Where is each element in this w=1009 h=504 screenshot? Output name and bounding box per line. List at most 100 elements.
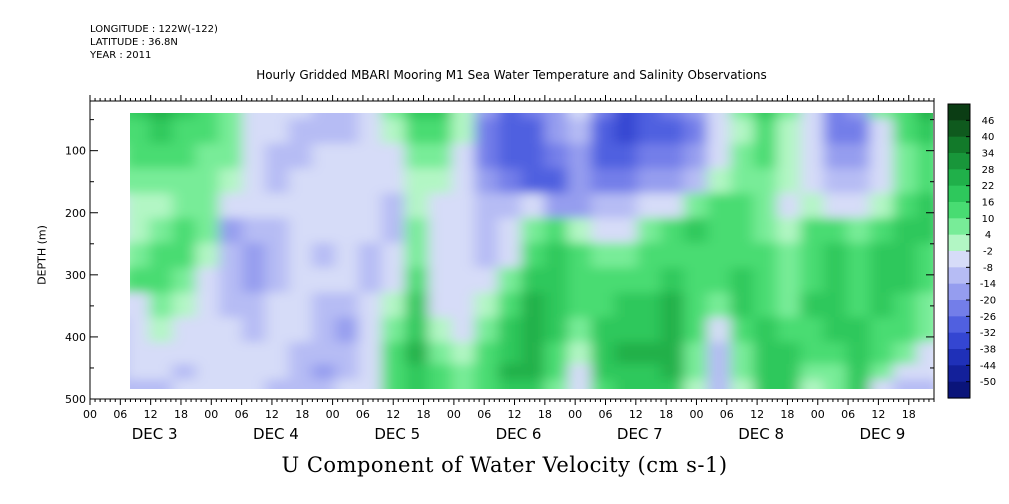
heatmap-cell	[916, 218, 933, 245]
heatmap-cell	[869, 379, 895, 389]
heatmap-cell	[869, 118, 895, 146]
heatmap-cell	[474, 113, 500, 121]
heatmap-cell	[800, 143, 826, 171]
y-tick-label: 200	[65, 207, 86, 220]
x-tick-label: 18	[417, 408, 431, 421]
heatmap-cell	[358, 118, 384, 146]
heatmap-cell	[776, 143, 802, 171]
heatmap-cell	[753, 292, 779, 320]
heatmap-cell	[753, 193, 779, 220]
heatmap-cell	[451, 317, 477, 345]
heatmap-cell	[521, 168, 547, 196]
heatmap-cell	[288, 317, 314, 345]
heatmap-cell	[218, 267, 245, 295]
heatmap-cell	[753, 363, 779, 382]
heatmap-cell	[288, 143, 314, 171]
heatmap-cell	[404, 379, 431, 389]
heatmap-cell	[544, 342, 570, 366]
heatmap-cell	[776, 218, 802, 245]
heatmap-cell	[149, 342, 175, 366]
heatmap-cell	[381, 193, 407, 220]
heatmap-cell	[103, 193, 128, 220]
heatmap-cell	[288, 242, 314, 270]
heatmap-cell	[149, 218, 175, 245]
heatmap-cell	[683, 113, 709, 121]
colorbar-swatch	[948, 136, 970, 154]
heatmap-cell	[288, 168, 314, 196]
heatmap-cell	[660, 363, 686, 382]
heatmap-cell	[451, 363, 477, 382]
heatmap-cell	[288, 113, 314, 121]
heatmap-cell	[590, 118, 617, 146]
heatmap-cell	[358, 143, 384, 171]
heatmap-cell	[451, 342, 477, 366]
heatmap-cell	[195, 242, 221, 270]
heatmap-cell	[311, 118, 338, 146]
heatmap-cell	[497, 363, 524, 382]
heatmap-cell	[544, 242, 570, 270]
heatmap-cell	[149, 113, 175, 121]
heatmap-cell	[195, 193, 221, 220]
heatmap-cell	[521, 193, 547, 220]
heatmap-cell	[893, 242, 919, 270]
heatmap-cell	[218, 168, 245, 196]
heatmap-cell	[428, 168, 454, 196]
heatmap-cell	[497, 143, 524, 171]
heatmap-cell	[707, 193, 733, 220]
heatmap-cell	[800, 363, 826, 382]
heatmap-cell	[428, 292, 454, 320]
y-tick-label: 400	[65, 331, 86, 344]
heatmap-cell	[474, 242, 500, 270]
heatmap-cell	[590, 342, 617, 366]
heatmap-cell	[730, 363, 756, 382]
heatmap-cell	[730, 379, 756, 389]
heatmap-cell	[172, 168, 198, 196]
heatmap-cell	[916, 168, 933, 196]
heatmap-cell	[683, 342, 709, 366]
heatmap-cell	[637, 168, 663, 196]
heatmap-cell	[404, 143, 431, 171]
heatmap-cell	[497, 218, 524, 245]
x-tick-label: 12	[508, 408, 522, 421]
heatmap-cell	[614, 267, 640, 295]
heatmap-cell	[451, 379, 477, 389]
heatmap-cell	[428, 118, 454, 146]
heatmap-cell	[381, 292, 407, 320]
heatmap-cell	[730, 242, 756, 270]
heatmap-cell	[637, 242, 663, 270]
heatmap-cell	[916, 292, 933, 320]
heatmap-cell	[335, 118, 361, 146]
heatmap-cell	[846, 193, 872, 220]
heatmap-cell	[776, 379, 802, 389]
heatmap-cell	[753, 168, 779, 196]
heatmap-cell	[404, 317, 431, 345]
heatmap-cell	[730, 168, 756, 196]
heatmap-cell	[451, 168, 477, 196]
x-tick-label: 18	[659, 408, 673, 421]
heatmap-cell	[590, 193, 617, 220]
heatmap-cell	[637, 363, 663, 382]
heatmap-cell	[218, 118, 245, 146]
heatmap-cell	[823, 242, 849, 270]
colorbar-label: -32	[980, 328, 996, 339]
heatmap-cell	[683, 317, 709, 345]
x-tick-label: 06	[356, 408, 370, 421]
colorbar-swatch	[948, 251, 970, 268]
heatmap-cell	[893, 379, 919, 389]
heatmap-cell	[381, 363, 407, 382]
colorbar-label: 10	[982, 214, 995, 225]
heatmap-cell	[521, 218, 547, 245]
heatmap-cell	[172, 218, 198, 245]
heatmap-cell	[265, 267, 291, 295]
heatmap-cell	[311, 113, 338, 121]
heatmap-cell	[683, 267, 709, 295]
heatmap-cell	[683, 143, 709, 171]
heatmap-cell	[497, 379, 524, 389]
heatmap-cell	[916, 113, 933, 121]
heatmap-cell	[288, 292, 314, 320]
heatmap-cell	[637, 267, 663, 295]
heatmap-cell	[218, 193, 245, 220]
x-tick-label: 06	[235, 408, 249, 421]
heatmap-cell	[521, 118, 547, 146]
heatmap-cell	[242, 218, 268, 245]
